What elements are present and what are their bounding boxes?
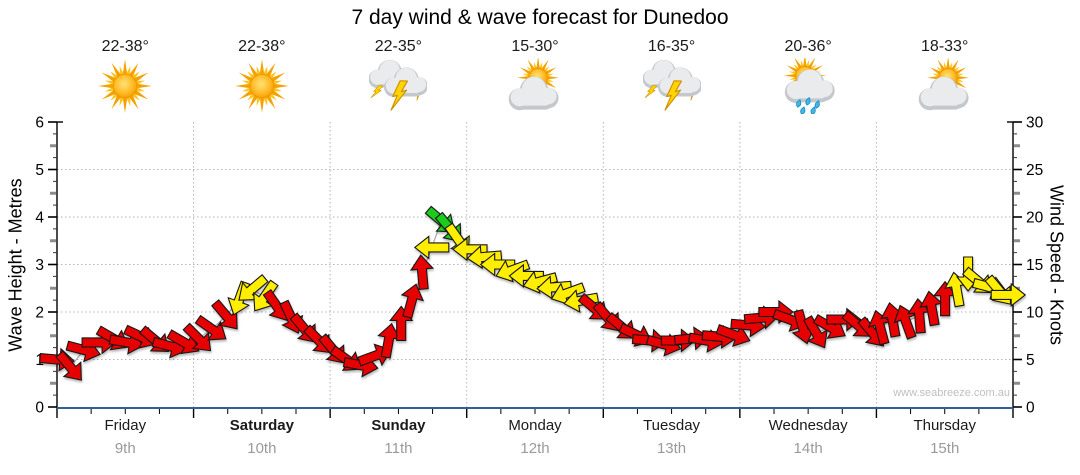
- thunderstorm-icon: [369, 59, 428, 111]
- wind-arrow: [452, 237, 488, 262]
- day-label-friday: Friday 9th: [55, 416, 195, 458]
- wave-axis-tick: 4: [35, 210, 44, 227]
- day-label-tuesday: Tuesday 13th: [602, 416, 742, 458]
- day-header-wednesday: 20-36°: [750, 38, 866, 114]
- partly-cloudy-icon: [918, 58, 969, 111]
- wind-arrow: [194, 314, 227, 341]
- temperature-range: 20-36°: [784, 38, 832, 55]
- day-date: 11th: [384, 440, 413, 457]
- day-date: 14th: [793, 440, 823, 457]
- day-header-monday: 15-30°: [477, 38, 593, 114]
- temperature-range: 22-35°: [374, 38, 423, 55]
- wave-axis-tick: 6: [35, 115, 44, 132]
- wind-arrows: [39, 205, 1027, 381]
- day-name: Tuesday: [643, 417, 701, 434]
- day-date: 13th: [656, 440, 687, 457]
- wind-arrow: [400, 283, 425, 319]
- wind-arrow: [990, 282, 1027, 308]
- temperature-range: 15-30°: [511, 38, 559, 55]
- day-name: Wednesday: [768, 417, 848, 434]
- temperature-range: 22-38°: [238, 38, 286, 55]
- day-header-friday: 22-38°: [67, 38, 183, 114]
- sunny-icon: [98, 59, 153, 113]
- temperature-range: 16-35°: [647, 38, 696, 55]
- day-label-wednesday: Wednesday 14th: [738, 416, 878, 458]
- day-name: Monday: [508, 417, 562, 434]
- day-date: 10th: [247, 440, 277, 457]
- day-label-saturday: Saturday 10th: [192, 416, 332, 458]
- wind-axis-tick: 30: [1026, 115, 1044, 132]
- day-name: Saturday: [229, 417, 294, 434]
- day-date: 12th: [520, 440, 550, 457]
- wind-arrow: [466, 245, 503, 270]
- day-date: 15th: [930, 440, 960, 457]
- wave-axis-label: Wave Height - Metres: [5, 178, 26, 352]
- wind-arrow: [409, 254, 435, 291]
- day-header-sunday: 22-35°: [340, 38, 456, 114]
- partly-cloudy-icon: [508, 58, 560, 111]
- day-name: Sunday: [371, 417, 426, 434]
- day-label-sunday: Sunday 11th: [328, 416, 468, 458]
- day-header-tuesday: 16-35°: [614, 38, 730, 114]
- wave-axis-tick: 2: [35, 305, 44, 322]
- wind-axis-tick: 5: [1026, 352, 1035, 369]
- wind-axis-tick: 15: [1026, 257, 1043, 274]
- day-name: Thursday: [913, 417, 976, 434]
- day-label-monday: Monday 12th: [465, 416, 605, 458]
- temperature-range: 22-38°: [101, 38, 149, 55]
- wind-arrow: [55, 350, 82, 381]
- sunny-icon: [234, 59, 289, 113]
- day-label-thursday: Thursday 15th: [875, 416, 1015, 458]
- temperature-range: 18-33°: [921, 38, 969, 55]
- thunderstorm-icon: [642, 59, 701, 111]
- wind-axis-tick: 20: [1026, 210, 1044, 227]
- wind-axis-label: Wind Speed - Knots: [1046, 184, 1067, 346]
- page-title: 7 day wind & wave forecast for Dunedoo: [351, 6, 729, 29]
- wind-axis-tick: 10: [1026, 305, 1044, 322]
- rain-showers-icon: [784, 58, 835, 114]
- wave-axis-tick: 0: [35, 400, 44, 417]
- wind-axis-tick: 25: [1026, 162, 1043, 179]
- day-date: 9th: [114, 440, 136, 457]
- day-header-thursday: 18-33°: [887, 38, 1003, 114]
- day-name: Friday: [104, 417, 147, 434]
- wave-axis-tick: 5: [35, 162, 44, 179]
- wind-arrow: [413, 235, 450, 260]
- wind-axis-tick: 0: [1026, 400, 1035, 417]
- day-header-saturday: 22-38°: [204, 38, 320, 114]
- wave-axis-tick: 3: [35, 257, 44, 274]
- watermark: www.seabreeze.com.au: [893, 387, 1010, 399]
- wind-arrow: [495, 259, 531, 283]
- wind-arrow: [182, 322, 212, 352]
